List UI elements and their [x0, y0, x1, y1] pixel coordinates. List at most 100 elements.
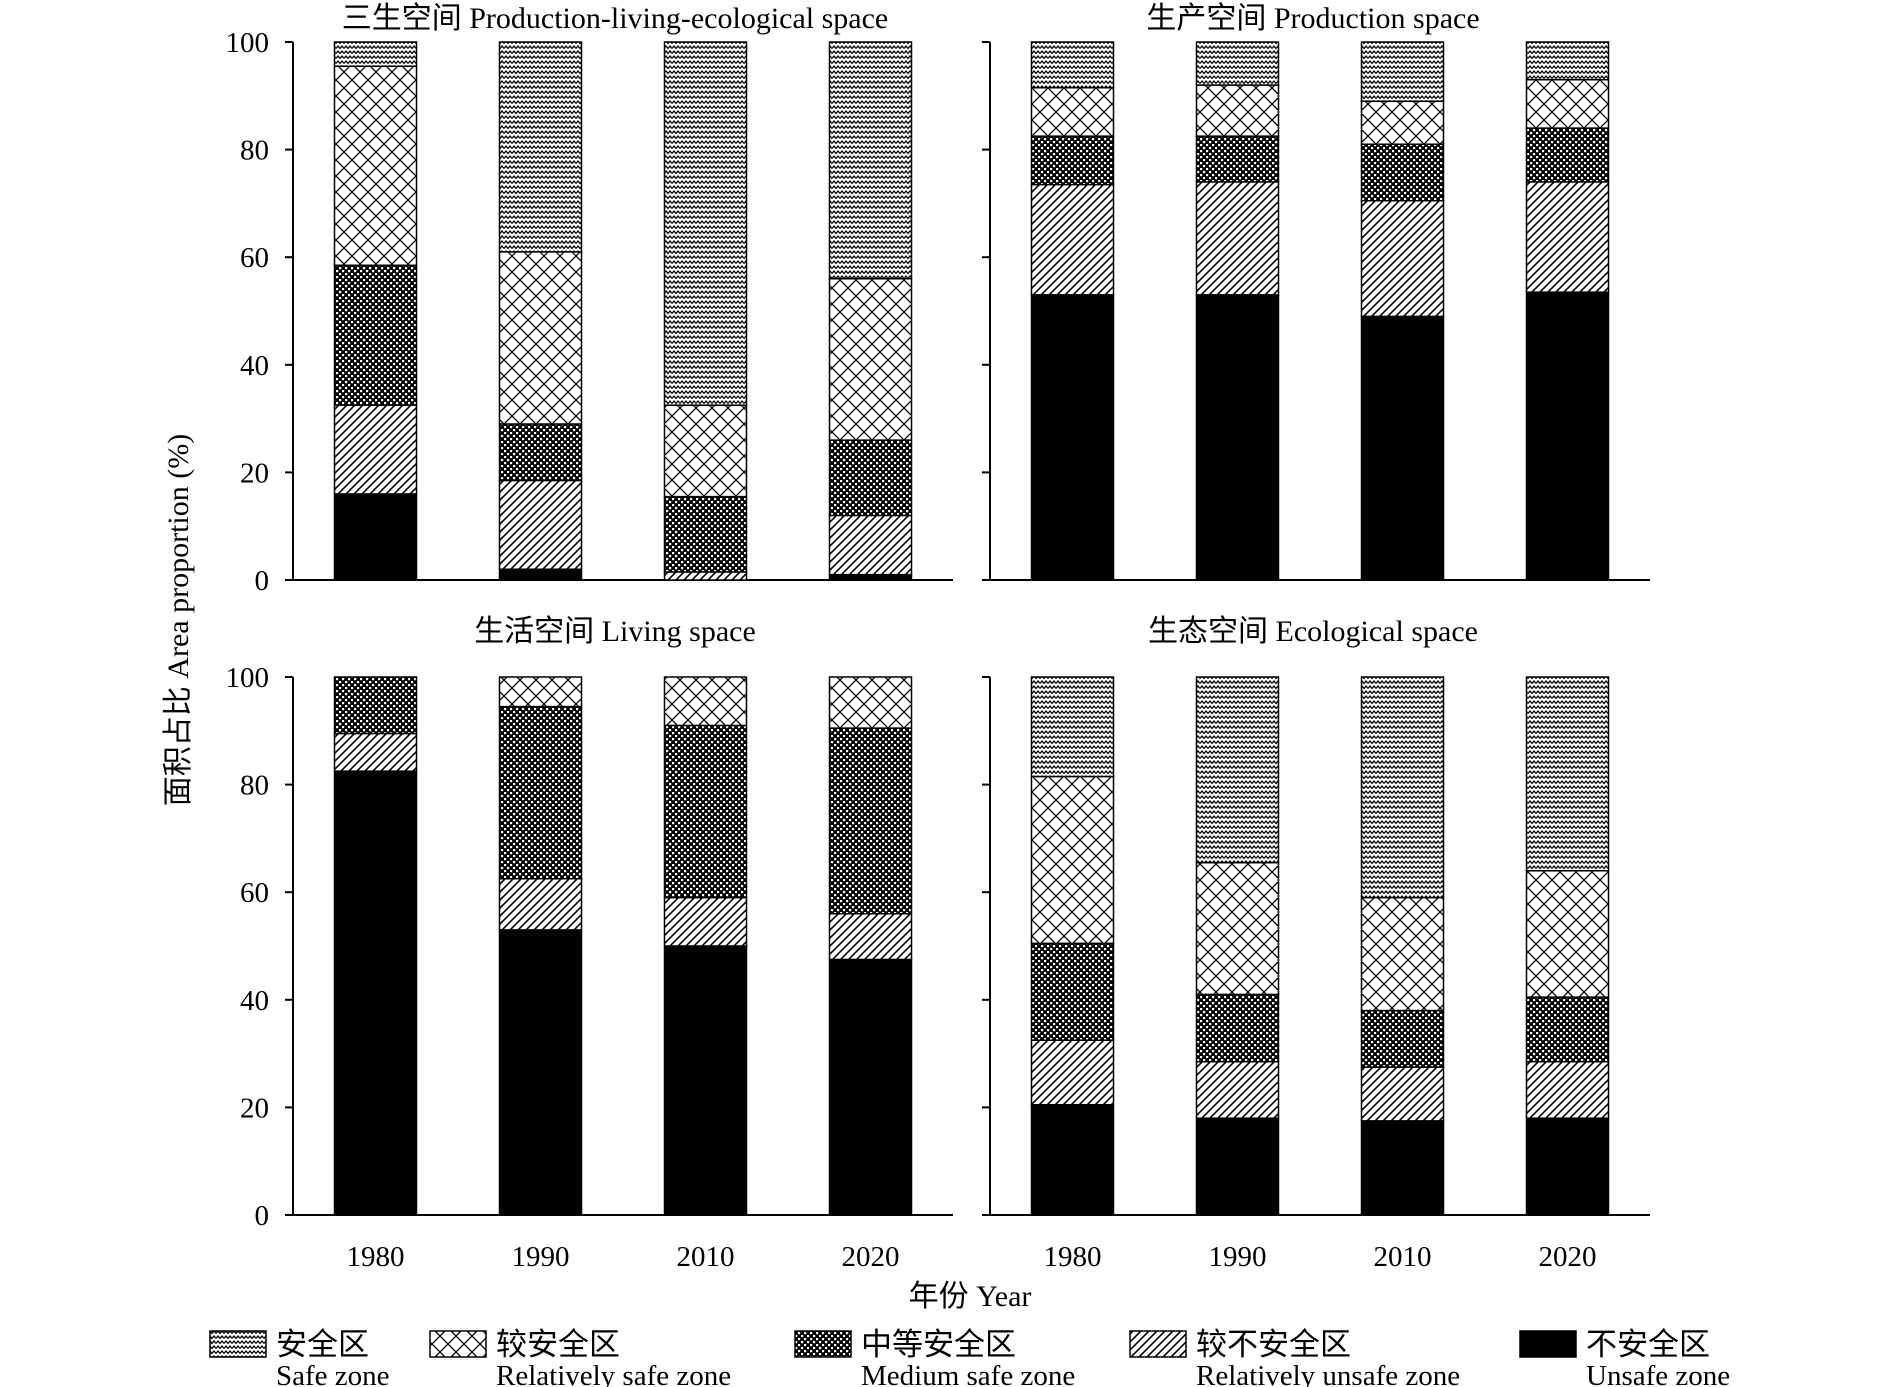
x-tick-label-2-2020: 2020: [842, 1241, 900, 1273]
bar-segment-2-2010-unsafe: [663, 945, 748, 1216]
y-tick-label-2-100: 100: [226, 662, 270, 694]
bar-segment-0-2010-medium: [663, 495, 748, 573]
bar-segment-3-1990-rel_unsafe: [1195, 1060, 1280, 1119]
bar-segment-3-1990-unsafe: [1195, 1117, 1280, 1216]
bar-segment-2-2020-unsafe: [828, 958, 913, 1216]
bar-segment-1-2010-safe: [1360, 41, 1445, 102]
bar-segment-1-1980-medium: [1030, 135, 1115, 186]
bar-segment-3-1990-safe: [1195, 676, 1280, 864]
legend-label-cn-unsafe: 不安全区: [1586, 1327, 1710, 1362]
y-axis-title: 面积占比 Area proportion (%): [162, 434, 195, 806]
bar-segment-0-1990-rel_safe: [498, 251, 583, 425]
x-tick-label-2-1980: 1980: [347, 1241, 405, 1273]
bar-segment-0-1980-medium: [333, 264, 418, 406]
bar-segment-1-1980-safe: [1030, 41, 1115, 89]
legend-label-cn-medium: 中等安全区: [861, 1327, 1016, 1362]
bar-segment-1-2020-rel_safe: [1525, 78, 1610, 129]
y-tick-label-2-60: 60: [240, 877, 269, 909]
bar-segment-0-2020-medium: [828, 439, 913, 517]
bar-segment-3-2010-rel_unsafe: [1360, 1066, 1445, 1122]
bar-segment-1-1990-safe: [1195, 41, 1280, 86]
y-tick-label-0-0: 0: [255, 565, 270, 597]
bar-segment-2-1990-rel_safe: [498, 676, 583, 708]
bar-segment-3-2010-unsafe: [1360, 1120, 1445, 1216]
x-tick-label-2-2010: 2010: [677, 1241, 735, 1273]
x-tick-label-3-2020: 2020: [1539, 1241, 1597, 1273]
bar-segment-2-2010-medium: [663, 724, 748, 899]
bar-segment-2-2020-rel_safe: [828, 676, 913, 729]
y-tick-label-2-40: 40: [240, 985, 269, 1017]
bar-segment-2-1980-rel_unsafe: [333, 732, 418, 772]
y-tick-label-2-80: 80: [240, 770, 269, 802]
bar-segment-3-1990-medium: [1195, 993, 1280, 1063]
bar-segment-0-2010-rel_safe: [663, 404, 748, 498]
bar-segment-1-2020-rel_unsafe: [1525, 181, 1610, 293]
x-axis-title: 年份 Year: [909, 1280, 1032, 1313]
bar-segment-1-1980-unsafe: [1030, 294, 1115, 581]
legend-label-en-unsafe: Unsafe zone: [1586, 1360, 1730, 1387]
legend-swatch-medium: [794, 1330, 852, 1358]
y-tick-label-0-80: 80: [240, 135, 269, 167]
bars-layer: [333, 41, 1610, 1216]
y-tick-label-0-20: 20: [240, 457, 269, 489]
legend-label-en-safe: Safe zone: [276, 1360, 390, 1387]
bar-segment-1-1990-rel_unsafe: [1195, 181, 1280, 296]
legend-label-cn-safe: 安全区: [276, 1327, 369, 1362]
legend-label-cn-rel_unsafe: 较不安全区: [1196, 1327, 1351, 1362]
panel-title-3: 生态空间 Ecological space: [1148, 615, 1478, 648]
axes-layer: 0 20 40 60 80 100 0 20 40 60 80 100 1980 1990 2010 2020…: [226, 27, 1650, 1273]
legend-label-en-rel_unsafe: Relatively unsafe zone: [1196, 1360, 1460, 1387]
bar-segment-0-1990-unsafe: [498, 568, 583, 581]
panel-title-0: 三生空间 Production-living-ecological space: [342, 2, 889, 35]
bar-segment-0-1990-safe: [498, 41, 583, 253]
x-tick-label-3-1980: 1980: [1044, 1241, 1102, 1273]
x-tick-label-3-1990: 1990: [1209, 1241, 1267, 1273]
bar-segment-1-2010-medium: [1360, 143, 1445, 202]
bar-segment-1-1980-rel_unsafe: [1030, 183, 1115, 296]
bar-segment-1-1990-medium: [1195, 135, 1280, 183]
bar-segment-3-1980-unsafe: [1030, 1103, 1115, 1216]
bar-segment-2-2010-rel_unsafe: [663, 896, 748, 947]
legend-swatch-safe: [209, 1330, 267, 1358]
bar-segment-2-1990-rel_unsafe: [498, 878, 583, 931]
y-tick-label-0-100: 100: [226, 27, 270, 59]
bar-segment-0-1990-rel_unsafe: [498, 479, 583, 570]
bar-segment-2-2020-rel_unsafe: [828, 912, 913, 961]
legend-swatch-rel_safe: [429, 1330, 487, 1358]
bar-segment-3-2020-safe: [1525, 676, 1610, 872]
bar-segment-3-1980-rel_safe: [1030, 775, 1115, 945]
bar-segment-3-1980-rel_unsafe: [1030, 1039, 1115, 1106]
bar-segment-2-1990-unsafe: [498, 929, 583, 1216]
y-tick-label-2-20: 20: [240, 1092, 269, 1124]
y-tick-label-2-0: 0: [255, 1200, 270, 1232]
bar-segment-2-2020-medium: [828, 727, 913, 915]
bar-segment-1-1990-unsafe: [1195, 294, 1280, 581]
bar-segment-3-2010-rel_safe: [1360, 896, 1445, 1012]
x-tick-label-3-2010: 2010: [1374, 1241, 1432, 1273]
bar-segment-3-2020-rel_safe: [1525, 869, 1610, 998]
bar-segment-1-1990-rel_safe: [1195, 84, 1280, 137]
bar-segment-0-1990-medium: [498, 423, 583, 482]
bar-segment-2-2010-rel_safe: [663, 676, 748, 727]
bar-segment-1-2010-unsafe: [1360, 315, 1445, 581]
bar-segment-0-2020-unsafe: [828, 573, 913, 581]
bar-segment-3-2010-medium: [1360, 1009, 1445, 1068]
bar-segment-0-1980-rel_safe: [333, 65, 418, 267]
bar-segment-3-2020-medium: [1525, 996, 1610, 1063]
bar-segment-3-1980-medium: [1030, 942, 1115, 1041]
legend-label-en-medium: Medium safe zone: [861, 1360, 1075, 1387]
bar-segment-2-1980-medium: [333, 676, 418, 735]
bar-segment-0-1980-safe: [333, 41, 418, 67]
bar-segment-0-1980-rel_unsafe: [333, 404, 418, 495]
bar-segment-1-2020-safe: [1525, 41, 1610, 81]
bar-segment-2-1980-unsafe: [333, 770, 418, 1216]
bar-segment-3-1980-safe: [1030, 676, 1115, 778]
bar-segment-3-2020-unsafe: [1525, 1117, 1610, 1216]
legend-swatch-rel_unsafe: [1129, 1330, 1187, 1358]
legend-label-en-rel_safe: Relatively safe zone: [496, 1360, 731, 1387]
bar-segment-3-2010-safe: [1360, 676, 1445, 899]
y-tick-label-0-40: 40: [240, 350, 269, 382]
bar-segment-0-2010-rel_unsafe: [663, 571, 748, 581]
